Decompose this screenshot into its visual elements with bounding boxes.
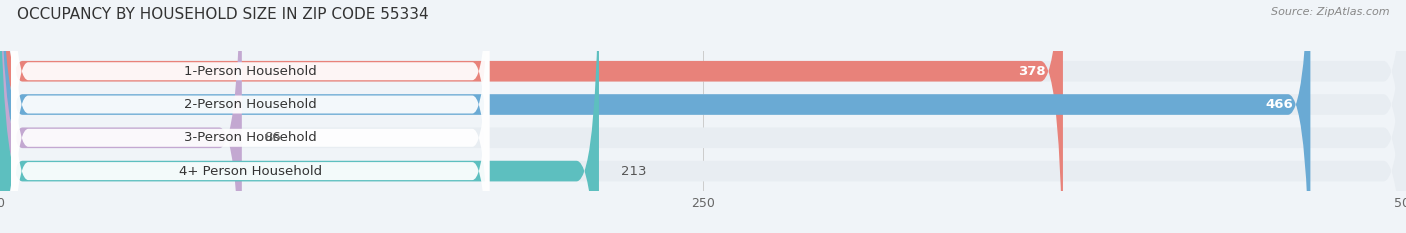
Text: Source: ZipAtlas.com: Source: ZipAtlas.com xyxy=(1271,7,1389,17)
FancyBboxPatch shape xyxy=(0,0,599,233)
Text: 466: 466 xyxy=(1265,98,1294,111)
Text: OCCUPANCY BY HOUSEHOLD SIZE IN ZIP CODE 55334: OCCUPANCY BY HOUSEHOLD SIZE IN ZIP CODE … xyxy=(17,7,429,22)
FancyBboxPatch shape xyxy=(11,0,489,233)
Text: 2-Person Household: 2-Person Household xyxy=(184,98,316,111)
FancyBboxPatch shape xyxy=(11,0,489,233)
Text: 86: 86 xyxy=(264,131,281,144)
Text: 3-Person Household: 3-Person Household xyxy=(184,131,316,144)
FancyBboxPatch shape xyxy=(0,0,242,233)
FancyBboxPatch shape xyxy=(0,0,1063,233)
FancyBboxPatch shape xyxy=(11,0,489,233)
Text: 378: 378 xyxy=(1018,65,1046,78)
FancyBboxPatch shape xyxy=(0,0,1310,233)
Text: 4+ Person Household: 4+ Person Household xyxy=(179,164,322,178)
Text: 213: 213 xyxy=(621,164,647,178)
FancyBboxPatch shape xyxy=(11,0,489,233)
Text: 1-Person Household: 1-Person Household xyxy=(184,65,316,78)
